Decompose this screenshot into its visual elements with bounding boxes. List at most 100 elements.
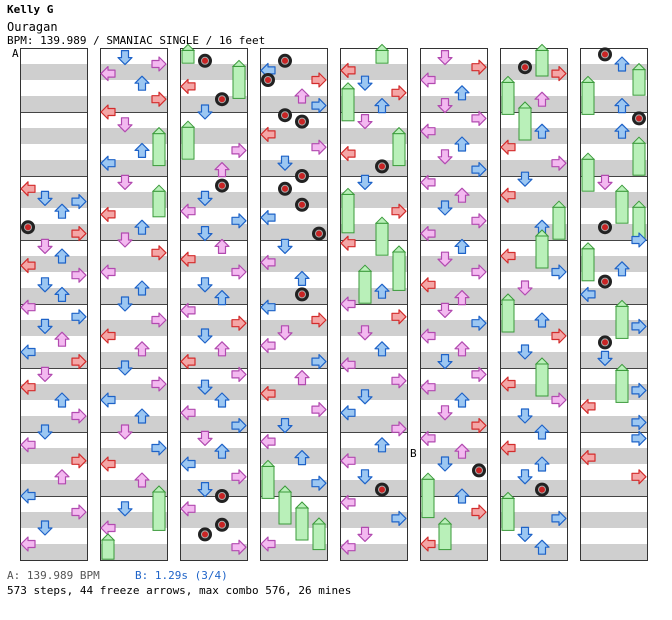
step-arrow	[454, 341, 470, 357]
step-arrow	[437, 405, 453, 421]
step-arrow	[197, 379, 213, 395]
beat-stripe	[420, 224, 488, 240]
beat-stripe	[180, 352, 248, 368]
beat-stripe	[100, 480, 168, 496]
beat-stripe	[500, 416, 568, 432]
beat-stripe	[260, 128, 328, 144]
freeze-head	[534, 229, 550, 237]
artist-name: Kelly G	[7, 3, 54, 16]
beat-stripe	[20, 416, 88, 432]
step-arrow	[180, 302, 196, 318]
beat-stripe	[20, 64, 88, 80]
freeze-head	[374, 216, 390, 224]
step-arrow	[340, 146, 356, 162]
step-arrow	[614, 261, 630, 277]
mine-note	[278, 108, 292, 123]
mine-note	[295, 114, 309, 129]
step-arrow	[517, 344, 533, 360]
step-arrow	[340, 539, 356, 555]
beat-stripe	[340, 128, 408, 144]
step-arrow	[580, 450, 596, 466]
column-border	[420, 48, 488, 561]
step-arrow	[471, 110, 487, 127]
mine-note	[215, 517, 229, 532]
step-arrow	[437, 49, 453, 66]
step-arrow	[20, 299, 36, 315]
step-arrow	[260, 299, 276, 315]
beat-stripe	[260, 256, 328, 272]
step-arrow	[100, 264, 116, 280]
beat-stripe	[420, 384, 488, 400]
beat-stripe	[340, 192, 408, 208]
step-arrow	[100, 206, 116, 222]
step-arrow	[231, 264, 247, 280]
freeze-arrow	[261, 465, 275, 499]
step-arrow	[54, 203, 70, 219]
step-arrow	[437, 97, 453, 114]
beat-stripe	[20, 384, 88, 400]
freeze-head	[277, 485, 293, 493]
step-arrow	[20, 258, 36, 274]
step-arrow	[614, 123, 630, 139]
freeze-head	[294, 501, 310, 509]
step-arrow	[117, 296, 133, 312]
beat-stripe	[340, 416, 408, 432]
beat-stripe	[580, 288, 648, 304]
beat-stripe	[260, 64, 328, 80]
beat-stripe	[420, 160, 488, 176]
freeze-head	[391, 126, 407, 135]
step-arrow	[180, 501, 196, 517]
beat-stripe	[340, 160, 408, 176]
mine-note	[312, 226, 326, 241]
song-title: Ouragan	[7, 20, 58, 34]
step-arrow	[374, 97, 390, 114]
beat-stripe	[420, 288, 488, 304]
beat-stripe	[420, 512, 488, 528]
step-arrow	[54, 469, 70, 485]
beat-stripe	[420, 256, 488, 272]
beat-stripe	[100, 64, 168, 80]
marker-b: B	[410, 447, 417, 460]
step-arrow	[180, 78, 196, 95]
beat-stripe	[100, 448, 168, 464]
beat-stripe	[500, 96, 568, 112]
step-arrow	[437, 200, 453, 216]
step-arrow	[500, 187, 516, 203]
beat-stripe	[580, 512, 648, 528]
step-arrow	[197, 430, 213, 446]
step-arrow	[631, 232, 647, 248]
step-arrow	[71, 267, 87, 283]
freeze-head	[631, 136, 647, 144]
freeze-arrow	[581, 81, 595, 115]
step-arrow	[471, 418, 487, 434]
column-border	[20, 48, 88, 561]
step-arrow	[500, 376, 516, 392]
mine-note	[261, 73, 275, 87]
freeze-head	[631, 62, 647, 71]
beat-stripe	[180, 384, 248, 400]
step-arrow	[391, 85, 407, 101]
step-arrow	[391, 203, 407, 219]
beat-stripe	[100, 224, 168, 240]
step-arrow	[231, 418, 247, 434]
beat-stripe	[500, 352, 568, 368]
step-arrow	[151, 245, 167, 261]
step-arrow	[20, 488, 36, 504]
step-arrow	[614, 97, 630, 114]
step-arrow	[454, 85, 470, 101]
step-arrow	[471, 59, 487, 75]
beat-stripe	[100, 320, 168, 336]
freeze-arrow	[341, 193, 355, 234]
step-arrow	[71, 226, 87, 242]
step-arrow	[197, 104, 213, 120]
beat-stripe	[180, 224, 248, 240]
step-arrow	[454, 290, 470, 306]
mine-note	[295, 169, 309, 183]
beat-stripe	[340, 320, 408, 336]
freeze-arrow	[632, 69, 646, 96]
beat-stripe	[420, 448, 488, 464]
beat-stripe	[580, 352, 648, 368]
freeze-head	[614, 299, 630, 307]
mine-note	[375, 159, 389, 174]
beat-stripe	[180, 64, 248, 80]
